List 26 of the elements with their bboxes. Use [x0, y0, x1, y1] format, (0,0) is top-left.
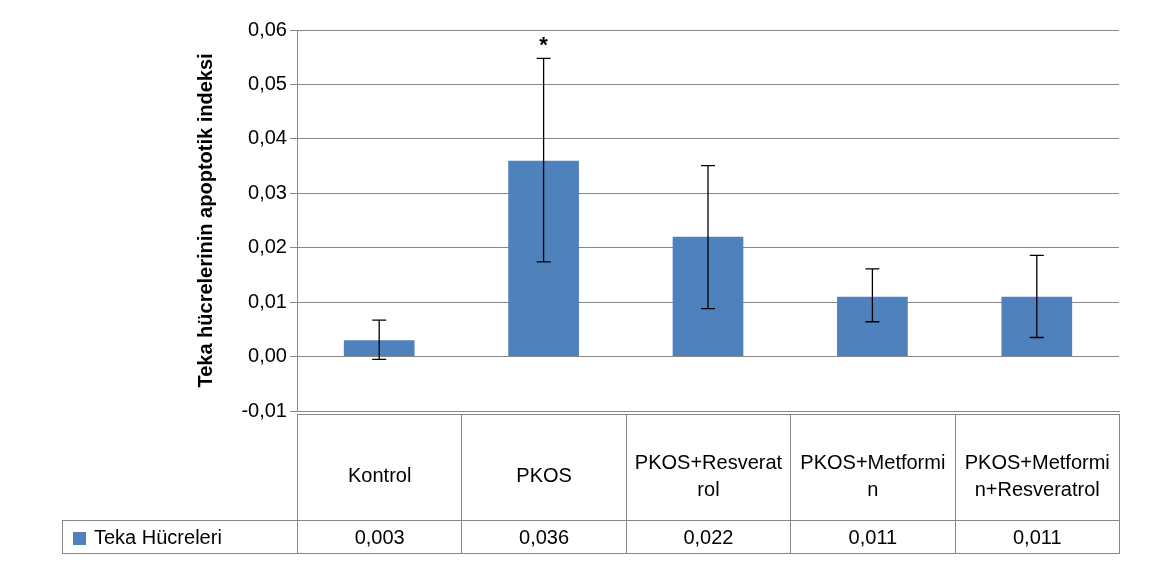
bar	[1001, 296, 1073, 357]
y-tick-label: -0,01	[241, 398, 287, 421]
x-tick-label: Kontrol	[297, 414, 462, 521]
bar	[672, 236, 744, 357]
y-tick-label: 0,05	[248, 71, 287, 94]
y-tick-label: 0,04	[248, 126, 287, 149]
data-label: 0,036	[461, 520, 627, 554]
data-label: 0,011	[955, 520, 1120, 554]
y-axis-title: Teka hücrelerinin apoptotik indeksi	[193, 53, 216, 388]
x-tick-label: PKOS	[461, 414, 627, 521]
y-tick-label: 0,06	[248, 17, 287, 40]
legend-label: Teka Hücreleri	[62, 520, 298, 554]
x-tick-label: PKOS+Metformin	[790, 414, 956, 521]
annotation: *	[539, 32, 549, 58]
y-tick-label: 0,01	[248, 289, 287, 312]
x-tick-label: PKOS+Metformin+Resveratrol	[955, 414, 1120, 521]
bar	[508, 160, 579, 357]
bar	[343, 340, 415, 357]
y-tick-label: 0,03	[248, 180, 287, 203]
data-label: 0,022	[626, 520, 791, 554]
data-label: 0,003	[297, 520, 462, 554]
x-tick-label: PKOS+Resveratrol	[626, 414, 791, 521]
y-tick-label: 0,02	[248, 235, 287, 258]
data-label: 0,011	[790, 520, 956, 554]
y-tick-label: 0,00	[248, 344, 287, 367]
bar	[837, 296, 908, 357]
